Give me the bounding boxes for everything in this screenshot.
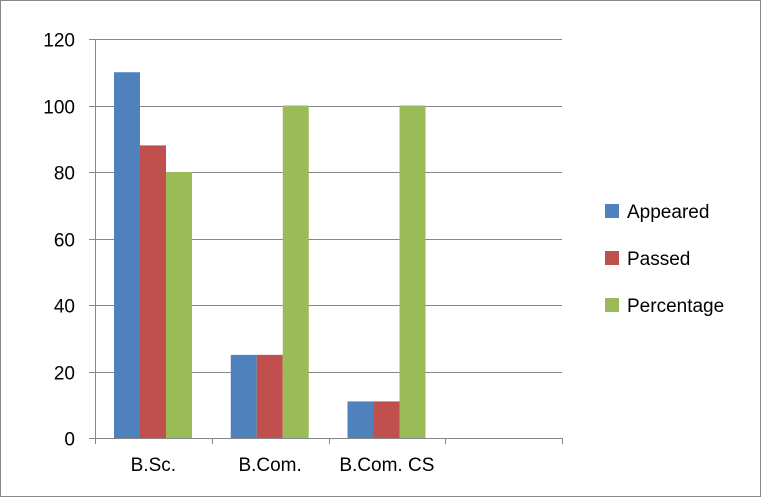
- y-tick-label: 80: [54, 164, 75, 185]
- bar-appeared-0: [114, 72, 140, 438]
- bar-passed-2: [373, 401, 400, 438]
- y-tick-label: 120: [43, 31, 75, 52]
- y-tick-label: 60: [54, 231, 75, 252]
- y-tick-label: 0: [64, 430, 75, 451]
- x-category-label: B.Com.: [238, 455, 301, 476]
- x-category-label: B.Sc.: [131, 455, 176, 476]
- bar-percentage-0: [166, 172, 192, 438]
- bar-passed-0: [140, 145, 166, 438]
- legend-label-percentage: Percentage: [627, 296, 724, 317]
- x-category-label: B.Com. CS: [339, 455, 434, 476]
- y-tick-label: 40: [54, 297, 75, 318]
- bars: [114, 72, 426, 438]
- legend-swatch-passed: [605, 251, 619, 265]
- legend: Appeared Passed Percentage: [605, 202, 724, 317]
- bar-appeared-1: [230, 354, 257, 438]
- legend-label-appeared: Appeared: [627, 202, 709, 223]
- bar-percentage-1: [282, 105, 309, 438]
- axes: [89, 39, 563, 444]
- legend-swatch-percentage: [605, 298, 619, 312]
- y-tick-label: 20: [54, 364, 75, 385]
- bar-appeared-2: [347, 401, 374, 438]
- legend-swatch-appeared: [605, 204, 619, 218]
- y-tick-label: 100: [43, 98, 75, 119]
- legend-label-passed: Passed: [627, 249, 690, 270]
- bar-passed-1: [256, 354, 283, 438]
- tick-labels: 0 20 40 60 80 100 120 B.Sc. B.Com. B.Com. CS: [43, 31, 434, 477]
- bar-percentage-2: [399, 105, 426, 438]
